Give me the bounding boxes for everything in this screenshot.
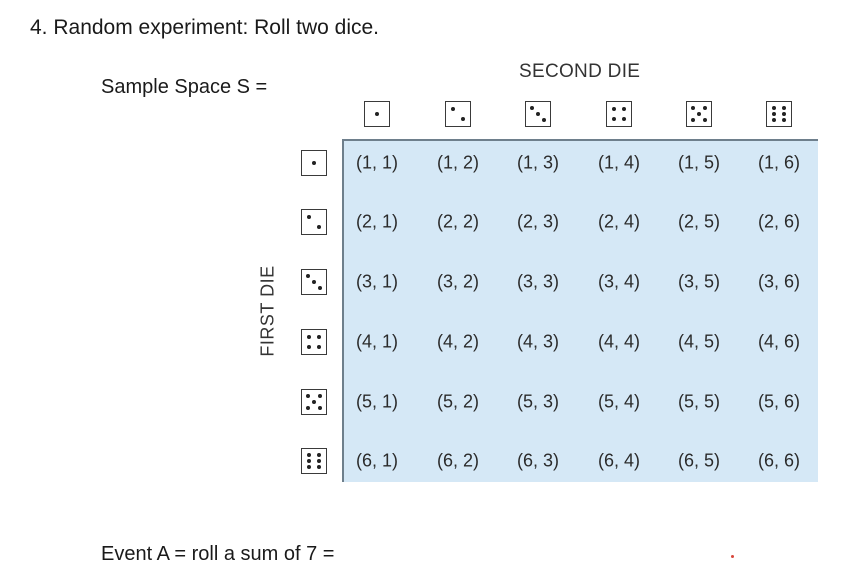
outcome-cell: (1, 4)	[597, 152, 641, 173]
outcome-cell: (4, 1)	[355, 331, 399, 352]
die-face-icon	[606, 101, 632, 127]
outcome-cell: (6, 6)	[757, 450, 801, 471]
die-face-icon	[301, 329, 327, 355]
die-pip	[312, 161, 316, 165]
die-face-icon	[301, 269, 327, 295]
die-face-icon	[301, 150, 327, 176]
die-pip	[772, 112, 777, 116]
die-pip	[317, 334, 322, 339]
die-pip	[307, 452, 312, 457]
die-pip	[375, 112, 379, 116]
outcome-cell: (6, 1)	[355, 450, 399, 471]
outcome-cell: (6, 3)	[516, 450, 560, 471]
event-a-label: Event A = roll a sum of 7 =	[101, 543, 335, 565]
outcome-cell: (3, 6)	[757, 271, 801, 292]
outcome-cell: (4, 4)	[597, 331, 641, 352]
outcome-cell: (1, 5)	[677, 152, 721, 173]
outcome-cell: (3, 4)	[597, 271, 641, 292]
die-pip	[781, 118, 786, 123]
die-pip	[317, 394, 322, 399]
outcome-cell: (1, 3)	[516, 152, 560, 173]
first-die-header: FIRST DIE	[257, 265, 278, 357]
die-pip	[622, 106, 627, 111]
die-pip	[772, 118, 777, 123]
die-pip	[317, 405, 322, 410]
die-pip	[530, 106, 535, 111]
die-face-icon	[301, 448, 327, 474]
outcome-cell: (5, 6)	[757, 391, 801, 412]
die-pip	[697, 112, 701, 116]
outcome-cell: (6, 5)	[677, 450, 721, 471]
outcome-cell: (1, 6)	[757, 152, 801, 173]
outcome-cell: (3, 1)	[355, 271, 399, 292]
die-face-icon	[686, 101, 712, 127]
die-pip	[316, 465, 321, 470]
outcome-cell: (6, 2)	[436, 450, 480, 471]
outcome-cell: (2, 1)	[355, 211, 399, 232]
stray-dot	[731, 555, 734, 558]
sample-space-grid	[342, 139, 818, 482]
die-pip	[306, 334, 311, 339]
die-pip	[307, 459, 312, 463]
outcome-cell: (2, 2)	[436, 211, 480, 232]
die-pip	[306, 345, 311, 350]
second-die-header: SECOND DIE	[519, 61, 641, 82]
outcome-cell: (4, 2)	[436, 331, 480, 352]
die-pip	[772, 105, 777, 110]
die-pip	[312, 400, 316, 404]
outcome-cell: (4, 6)	[757, 331, 801, 352]
die-pip	[312, 280, 316, 284]
outcome-cell: (2, 6)	[757, 211, 801, 232]
outcome-cell: (1, 1)	[355, 152, 399, 173]
die-pip	[702, 117, 707, 122]
die-pip	[691, 106, 696, 111]
outcome-cell: (2, 3)	[516, 211, 560, 232]
die-pip	[781, 105, 786, 110]
outcome-cell: (5, 1)	[355, 391, 399, 412]
die-face-icon	[766, 101, 792, 127]
die-pip	[461, 117, 466, 122]
die-pip	[317, 225, 322, 230]
die-pip	[622, 117, 627, 122]
die-pip	[307, 465, 312, 470]
outcome-cell: (5, 3)	[516, 391, 560, 412]
die-pip	[306, 274, 311, 279]
outcome-cell: (4, 3)	[516, 331, 560, 352]
outcome-cell: (2, 4)	[597, 211, 641, 232]
die-pip	[306, 394, 311, 399]
outcome-cell: (1, 2)	[436, 152, 480, 173]
die-face-icon	[364, 101, 390, 127]
die-pip	[536, 112, 540, 116]
outcome-cell: (4, 5)	[677, 331, 721, 352]
die-pip	[611, 117, 616, 122]
die-pip	[450, 106, 455, 111]
outcome-cell: (6, 4)	[597, 450, 641, 471]
die-pip	[611, 106, 616, 111]
die-face-icon	[445, 101, 471, 127]
outcome-cell: (3, 2)	[436, 271, 480, 292]
die-pip	[702, 106, 707, 111]
grid-left-divider	[342, 139, 344, 482]
die-face-icon	[301, 389, 327, 415]
problem-title: 4. Random experiment: Roll two dice.	[30, 16, 379, 39]
die-face-icon	[301, 209, 327, 235]
die-pip	[316, 459, 321, 463]
die-pip	[691, 117, 696, 122]
die-pip	[317, 285, 322, 290]
outcome-cell: (5, 5)	[677, 391, 721, 412]
die-pip	[316, 452, 321, 457]
sample-space-label: Sample Space S =	[101, 76, 268, 98]
die-face-icon	[525, 101, 551, 127]
die-pip	[781, 112, 786, 116]
outcome-cell: (3, 3)	[516, 271, 560, 292]
outcome-cell: (2, 5)	[677, 211, 721, 232]
die-pip	[306, 214, 311, 219]
die-pip	[306, 405, 311, 410]
outcome-cell: (3, 5)	[677, 271, 721, 292]
grid-top-divider	[342, 139, 818, 141]
outcome-cell: (5, 4)	[597, 391, 641, 412]
die-pip	[317, 345, 322, 350]
outcome-cell: (5, 2)	[436, 391, 480, 412]
die-pip	[541, 117, 546, 122]
